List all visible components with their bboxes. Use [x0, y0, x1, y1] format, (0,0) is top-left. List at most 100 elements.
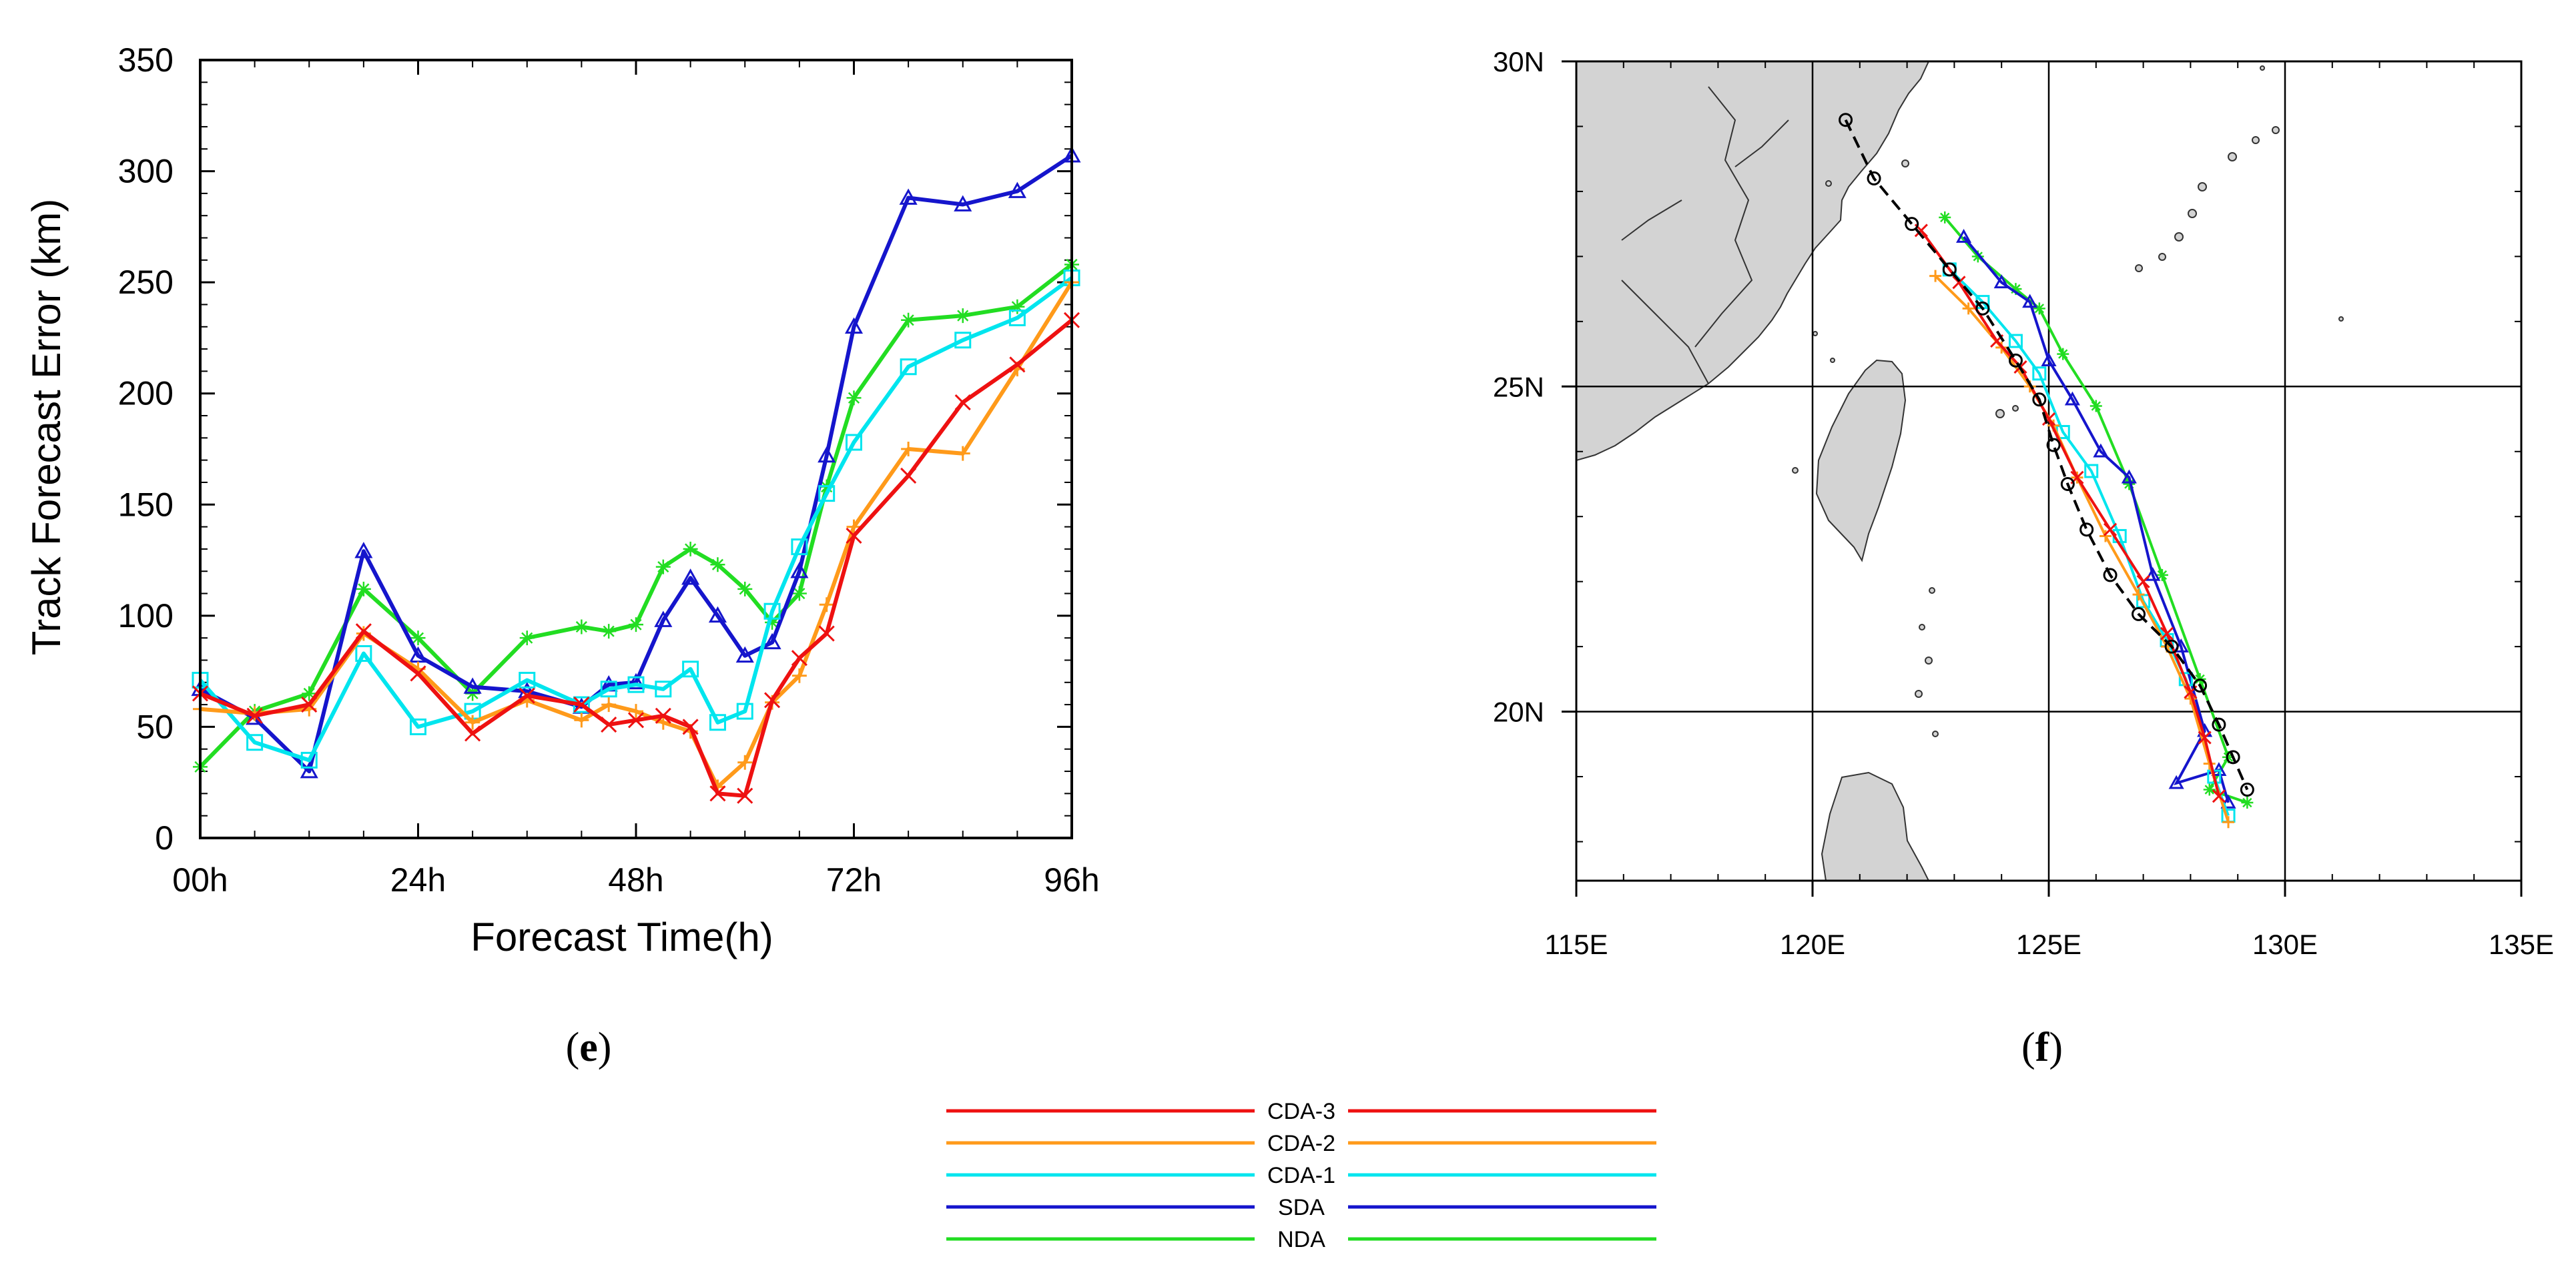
data-point	[408, 646, 428, 663]
track-point	[1905, 217, 1919, 232]
track-point	[2022, 294, 2038, 308]
track-point	[2156, 568, 2168, 581]
data-point	[791, 538, 808, 556]
track-point	[1956, 229, 1972, 243]
track-point	[1952, 276, 1966, 290]
data-point	[601, 697, 617, 713]
track-point	[2060, 476, 2075, 491]
data-point	[300, 761, 318, 779]
data-point	[574, 619, 589, 634]
track-point	[2145, 566, 2161, 581]
data-point	[410, 630, 426, 646]
small-islands	[1792, 65, 2344, 737]
luzon-island	[1821, 771, 1930, 881]
data-point	[519, 630, 535, 646]
track-point	[2222, 816, 2235, 829]
data-point	[302, 686, 317, 701]
data-point	[519, 671, 536, 689]
x-tick-label: 48h	[608, 861, 663, 899]
y-tick-label: 50	[136, 708, 174, 745]
track-point	[1993, 274, 2009, 289]
track-point	[1867, 171, 1881, 185]
legend: CDA-3 CDA-2 CDA-1 SDA NDA	[946, 1093, 1656, 1260]
data-point	[629, 617, 643, 632]
track-point	[2168, 775, 2184, 789]
data-point	[654, 610, 673, 627]
legend-label: SDA	[1278, 1195, 1325, 1220]
data-point	[846, 390, 862, 406]
track-point	[1962, 302, 1975, 315]
track-point	[2241, 797, 2254, 809]
data-point	[246, 707, 263, 724]
data-point	[819, 597, 834, 612]
y-tick-labels: 0 50 100 150 200 250 300 350	[118, 41, 1072, 857]
mainland-landmass	[1576, 61, 1930, 462]
data-point	[791, 650, 808, 667]
data-point	[900, 358, 917, 376]
data-point	[763, 602, 781, 620]
panel-label-e: (e)	[566, 1025, 612, 1070]
data-point	[464, 725, 481, 742]
track-point	[2240, 783, 2254, 797]
x-tick-label: 96h	[1044, 861, 1099, 899]
track-point	[2160, 626, 2174, 640]
series-line-cda-3	[199, 318, 1073, 798]
legend-label: CDA-3	[1267, 1099, 1335, 1124]
data-point	[463, 677, 482, 694]
legend-entry-cda-2: CDA-2	[946, 1131, 1656, 1156]
plot-frame	[199, 59, 1073, 839]
lon-tick-label: 115E	[1545, 929, 1608, 960]
data-point	[682, 661, 699, 678]
data-point	[791, 586, 807, 601]
data-point	[710, 557, 725, 572]
data-point	[410, 665, 426, 682]
panel-label-f: (f)	[2021, 1025, 2063, 1070]
legend-label: NDA	[1277, 1227, 1325, 1252]
data-point	[790, 562, 809, 578]
track-point	[2136, 574, 2150, 588]
track-point	[2099, 530, 2112, 542]
track-point	[2132, 606, 2146, 621]
track-point	[2212, 717, 2226, 732]
track-point	[2032, 366, 2047, 381]
track-point	[2103, 568, 2118, 582]
track-point	[2033, 302, 2045, 315]
lon-tick-label: 120E	[1780, 929, 1845, 960]
series-line-sda	[199, 153, 1073, 774]
legend-entry-sda: SDA	[946, 1195, 1656, 1220]
data-point	[901, 442, 916, 456]
data-point	[954, 195, 972, 211]
x-axis-label: Forecast Time(h)	[470, 915, 773, 959]
track-line-obs	[1844, 119, 2249, 791]
data-point	[300, 751, 318, 769]
x-tick-labels: 00h 24h 48h 72h 96h	[172, 60, 1100, 899]
data-point	[955, 308, 970, 324]
legend-label: CDA-2	[1267, 1131, 1335, 1156]
lon-tick-label: 125E	[2016, 929, 2081, 960]
data-point	[354, 542, 373, 558]
data-point	[955, 446, 970, 461]
data-point	[900, 467, 917, 484]
series-group	[191, 146, 1081, 804]
track-point	[2226, 750, 2240, 765]
y-axis-label: Track Forecast Error (km)	[24, 199, 69, 655]
data-point	[846, 519, 862, 534]
y-tick-label: 150	[118, 486, 174, 523]
graticule	[1576, 61, 2521, 881]
track-point	[2093, 443, 2109, 458]
x-tick-label: 24h	[390, 861, 446, 899]
province-border	[1621, 86, 1789, 384]
data-point	[356, 581, 371, 596]
map-ticks: 115E 120E 125E 130E 135E 20N 25N 30N	[1493, 46, 2554, 960]
y-tick-label: 100	[118, 597, 174, 634]
track-point	[2032, 392, 2047, 407]
data-point	[709, 714, 726, 731]
data-point	[818, 446, 836, 463]
data-point	[519, 687, 535, 704]
legend-entry-nda: NDA	[946, 1227, 1656, 1252]
data-point	[574, 713, 589, 728]
data-point	[629, 704, 643, 719]
track-point	[2198, 731, 2212, 745]
lat-tick-label: 20N	[1493, 697, 1544, 728]
y-tick-label: 250	[118, 264, 174, 301]
